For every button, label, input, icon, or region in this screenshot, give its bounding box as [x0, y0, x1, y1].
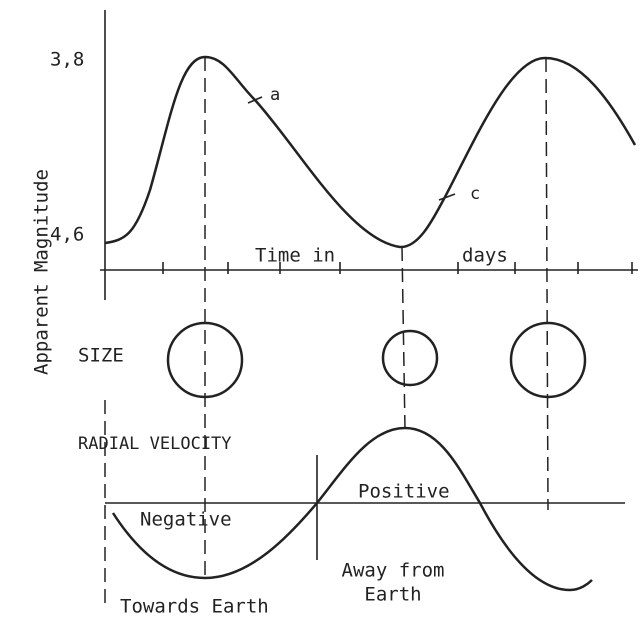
tick-label: 3,8	[50, 49, 84, 71]
velocity-curve	[111, 426, 593, 592]
time-label: Time in	[255, 245, 335, 267]
velocity-label: RADIAL VELOCITY	[78, 434, 232, 454]
point-tick	[247, 96, 263, 104]
size-label: SIZE	[78, 345, 124, 367]
point-tick	[438, 193, 456, 201]
size-circle	[509, 321, 587, 399]
positive-label: Positive	[358, 481, 450, 503]
phase-line	[545, 57, 549, 511]
negative-label: Negative	[140, 509, 232, 531]
size-circle	[381, 329, 439, 387]
point-label: c	[470, 184, 480, 204]
tick-label: 4,6	[50, 224, 84, 246]
axis-ticks	[162, 262, 633, 274]
away-label: Away from	[342, 560, 445, 582]
point-label: a	[270, 85, 280, 105]
towards-label: Towards Earth	[120, 596, 269, 618]
light-curve	[104, 55, 637, 249]
size-circle	[166, 321, 244, 399]
y-axis-label: Apparent Magnitude	[31, 169, 53, 375]
time-label: days	[462, 245, 508, 267]
away-label: Earth	[364, 584, 421, 606]
phase-line	[401, 246, 406, 431]
